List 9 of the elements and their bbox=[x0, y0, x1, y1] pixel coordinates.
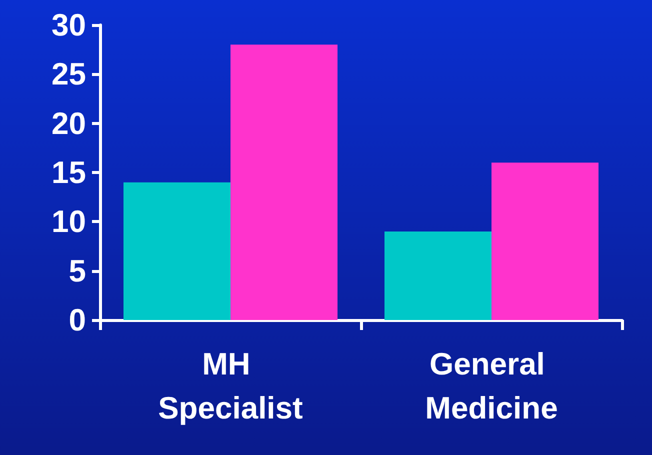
y-tick-label: 5 bbox=[68, 253, 86, 288]
y-tick-label: 25 bbox=[52, 56, 86, 92]
y-tick-label: 15 bbox=[52, 155, 86, 190]
x-tick-label: General Medicine bbox=[425, 346, 558, 426]
y-tick-label: 20 bbox=[52, 106, 86, 141]
x-tick-label: MH Specialist bbox=[158, 346, 303, 426]
y-tick-label: 10 bbox=[52, 204, 86, 240]
y-tick-label: 30 bbox=[52, 8, 86, 42]
y-tick-label: 0 bbox=[68, 302, 86, 338]
